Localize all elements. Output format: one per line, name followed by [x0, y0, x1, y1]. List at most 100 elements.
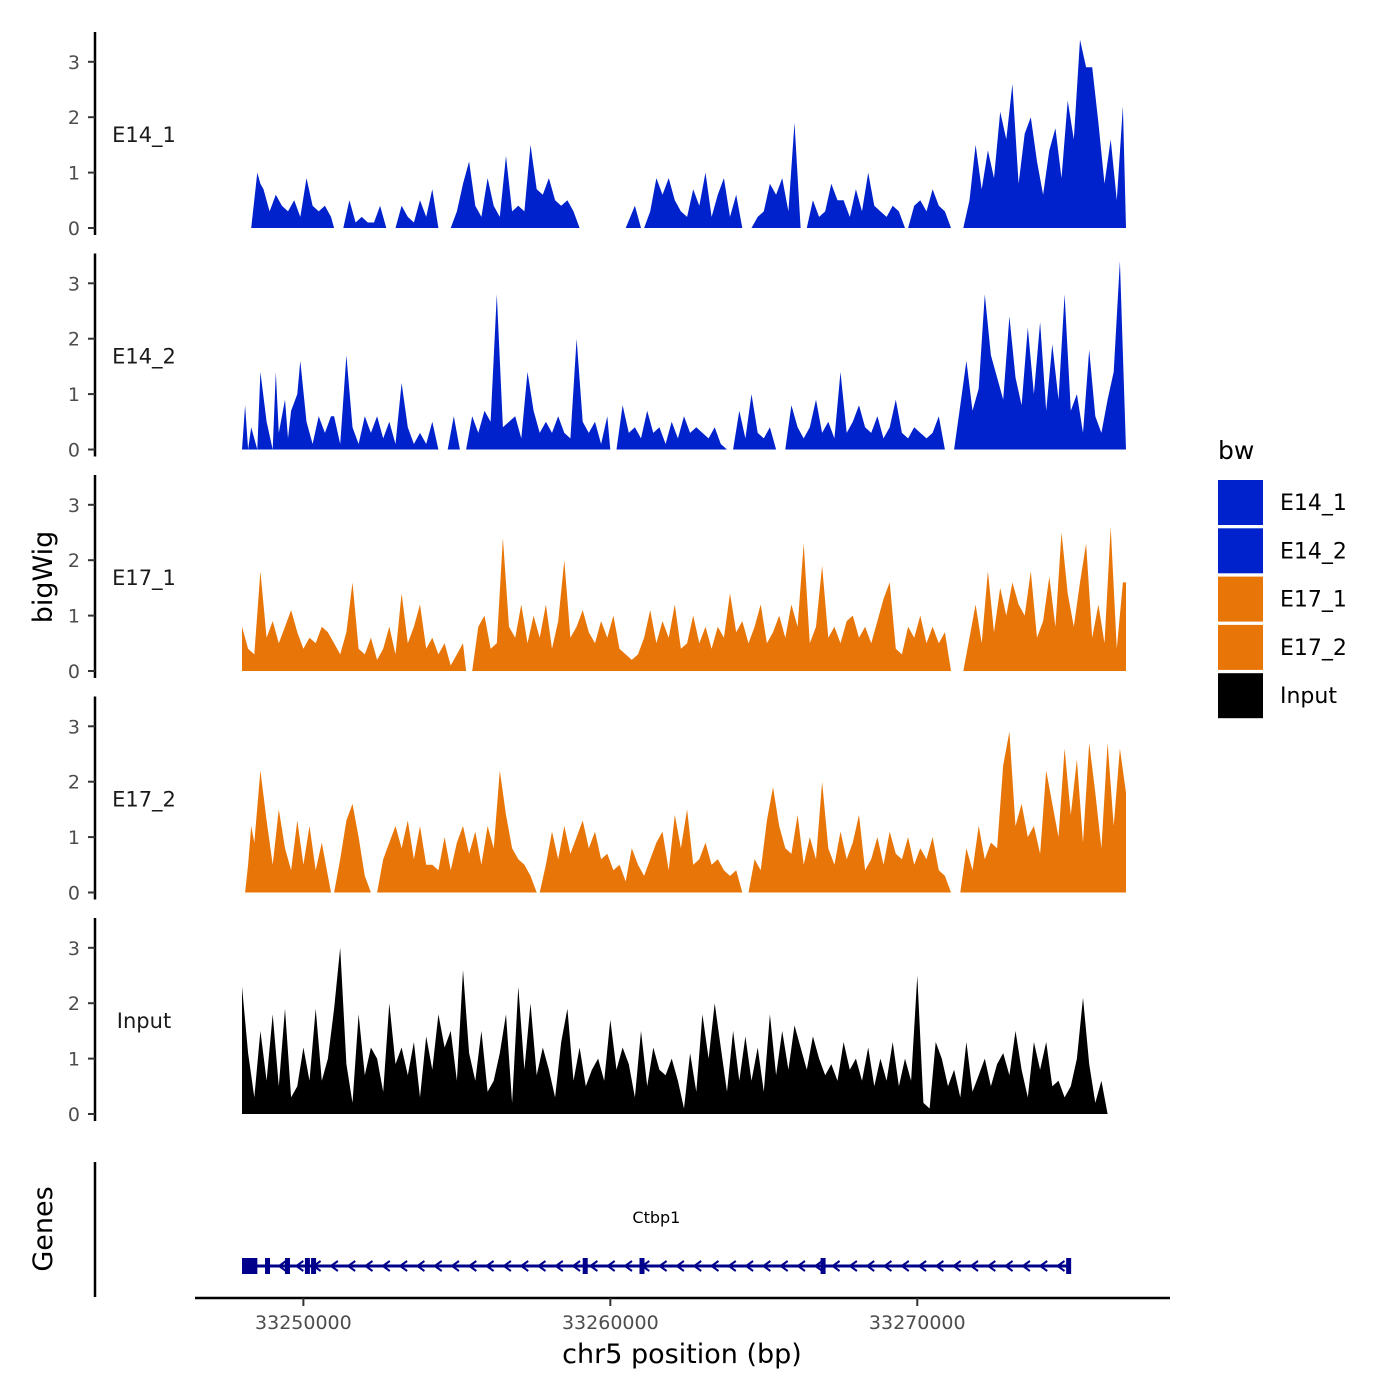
legend-label-e14_2: E14_2: [1280, 539, 1347, 564]
strand-chevron: [986, 1260, 996, 1272]
track-panel-e17_2: 0 1 2 3 E17_2: [68, 696, 1126, 905]
signal-area-e14_1-6: [751, 122, 801, 228]
track-label-e14_2: E14_2: [112, 345, 176, 370]
signal-area-input-0: [242, 947, 1108, 1114]
signal-area-e14_1-5: [644, 172, 743, 228]
strand-chevron: [657, 1260, 668, 1272]
signal-area-e14_2-3: [616, 405, 727, 450]
y-tick-label: 3: [68, 52, 80, 74]
signal-area-e14_1-2: [395, 189, 439, 228]
legend-label-e17_2: E17_2: [1280, 636, 1347, 661]
y-tick-label: 1: [68, 827, 80, 849]
y-tick-label: 0: [68, 440, 80, 462]
gene-exon: [639, 1258, 645, 1274]
y-tick-label: 3: [68, 716, 80, 738]
strand-chevron: [900, 1260, 910, 1272]
legend-key-e17_2: [1218, 624, 1263, 670]
legend-key-input: [1218, 673, 1263, 719]
tracks-layer: 0 1 2 3 E14_1 0 1 2 3 E14_2 0 1 2 3 E17_1 0 1 2 3 E17_2 0 1 2 3…: [68, 32, 1126, 1126]
signal-area-e17_1-1: [472, 538, 951, 671]
strand-chevron: [623, 1260, 633, 1272]
strand-chevron: [969, 1260, 979, 1272]
y-axis-title: bigWig: [28, 531, 59, 624]
y-tick-label: 2: [68, 329, 80, 351]
strand-chevron: [778, 1260, 789, 1272]
track-label-input: Input: [117, 1009, 171, 1033]
strand-chevron: [761, 1260, 771, 1272]
signal-area-e14_1-9: [963, 39, 1126, 228]
legend-key-e14_2: [1218, 528, 1263, 574]
legend-label-e14_1: E14_1: [1280, 491, 1347, 516]
strand-chevron: [675, 1260, 685, 1272]
signal-area-e14_2-6: [954, 261, 1126, 450]
signal-area-e14_1-3: [450, 144, 580, 228]
x-axis: 33250000 33260000 33270000: [195, 1296, 1170, 1334]
y-tick-label: 1: [68, 606, 80, 628]
y-tick-label: 2: [68, 107, 80, 129]
track-label-e14_1: E14_1: [112, 123, 176, 148]
strand-chevron: [329, 1260, 339, 1272]
signal-area-e14_2-5: [785, 371, 945, 450]
signal-area-e14_1-4: [625, 205, 641, 228]
signal-area-e14_1-7: [806, 172, 905, 228]
strand-chevron: [934, 1260, 944, 1272]
signal-area-e17_2-2: [377, 770, 537, 893]
strand-chevron: [796, 1260, 806, 1272]
legend-label-e17_1: E17_1: [1280, 588, 1347, 613]
strand-chevron: [865, 1260, 875, 1272]
gene-exon: [582, 1258, 588, 1274]
legend-title: bw: [1218, 436, 1254, 465]
strand-chevron: [917, 1260, 927, 1272]
gene-exon: [284, 1258, 290, 1274]
strand-chevron: [571, 1260, 581, 1272]
strand-chevron: [830, 1260, 841, 1272]
signal-area-e14_2-4: [733, 394, 777, 450]
gene-exon: [242, 1258, 258, 1274]
strand-chevron: [277, 1260, 287, 1272]
strand-chevron: [709, 1260, 720, 1272]
y-tick-label: 1: [68, 163, 80, 185]
strand-chevron: [882, 1260, 893, 1272]
y-tick-label: 2: [68, 993, 80, 1015]
strand-chevron: [744, 1260, 754, 1272]
gene-exon: [1066, 1258, 1072, 1274]
signal-area-e14_2-1: [447, 416, 460, 450]
signal-area-e17_2-1: [334, 803, 371, 893]
signal-area-e17_1-2: [963, 527, 1126, 671]
gene-exon: [311, 1258, 317, 1274]
strand-chevron: [484, 1260, 495, 1272]
y-tick-label: 2: [68, 550, 80, 572]
y-tick-label: 3: [68, 495, 80, 517]
genes-panel: Genes Ctbp1: [28, 1162, 1072, 1297]
strand-chevron: [467, 1260, 477, 1272]
strand-chevron: [727, 1260, 737, 1272]
signal-area-e14_1-1: [343, 200, 387, 228]
gene-exon: [304, 1258, 310, 1274]
y-tick-label: 1: [68, 384, 80, 406]
gene-name-label: Ctbp1: [632, 1208, 680, 1227]
strand-chevron: [813, 1260, 823, 1272]
track-label-e17_2: E17_2: [112, 788, 176, 813]
x-tick-label: 33260000: [562, 1312, 659, 1334]
strand-chevron: [363, 1260, 374, 1272]
x-tick-label: 33270000: [869, 1312, 966, 1334]
track-panel-e17_1: 0 1 2 3 E17_1: [68, 475, 1126, 683]
legend-key-e14_1: [1218, 480, 1263, 525]
strand-chevron: [1003, 1260, 1014, 1272]
strand-chevron: [502, 1260, 512, 1272]
gene-exon: [820, 1258, 826, 1274]
signal-area-e14_2-0: [242, 355, 439, 450]
signal-area-e17_1-0: [242, 571, 467, 671]
signal-area-e17_2-4: [748, 781, 951, 893]
strand-chevron: [346, 1260, 356, 1272]
strand-chevron: [951, 1260, 962, 1272]
y-tick-label: 3: [68, 938, 80, 960]
x-axis-title: chr5 position (bp): [562, 1339, 802, 1370]
signal-area-e17_2-5: [960, 731, 1126, 893]
y-tick-label: 0: [68, 883, 80, 905]
strand-chevron: [294, 1260, 304, 1272]
signal-area-e14_2-2: [466, 294, 611, 450]
strand-chevron: [1055, 1260, 1066, 1272]
legend-key-e17_1: [1218, 576, 1263, 622]
